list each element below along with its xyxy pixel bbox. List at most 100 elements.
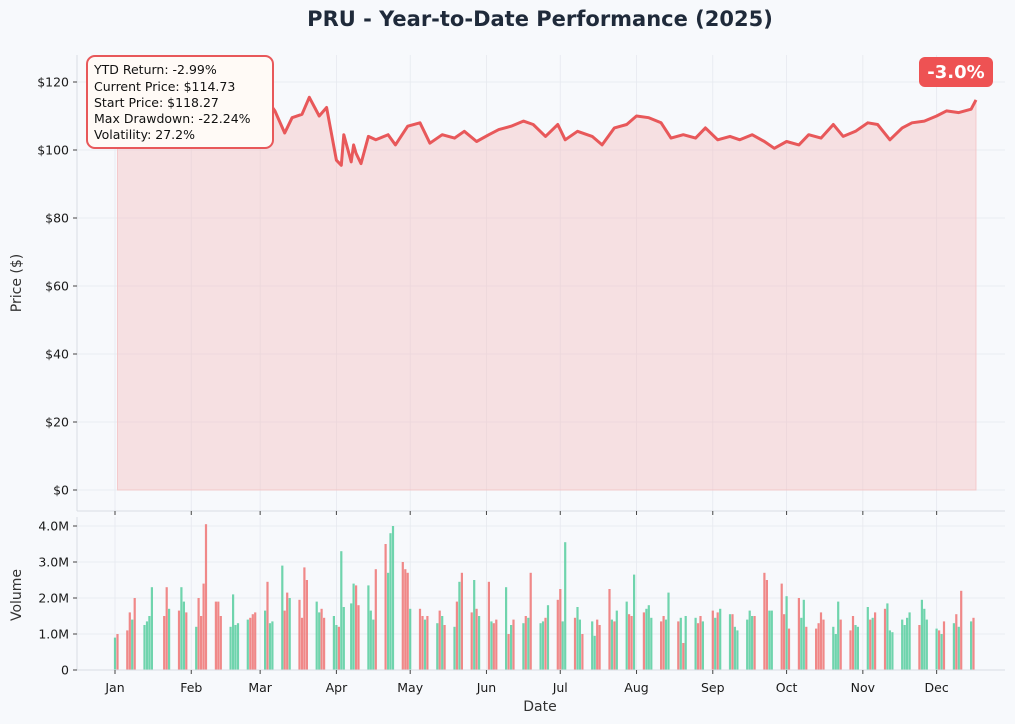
volume-bar	[369, 610, 372, 670]
volume-bar	[768, 610, 771, 670]
volume-bar	[854, 625, 857, 670]
volume-bar	[596, 619, 599, 670]
volume-bar	[315, 601, 318, 670]
volume-bar	[249, 617, 252, 670]
volume-bar	[332, 616, 335, 670]
volume-bar	[217, 601, 220, 670]
volume-bar	[126, 630, 129, 670]
volume-bar	[182, 601, 185, 670]
volume-bar	[642, 612, 645, 670]
volume-bar	[817, 623, 820, 670]
volume-bar	[510, 625, 513, 670]
volume-bar	[955, 614, 958, 670]
volume-y-tick-label: 2.0M	[38, 591, 69, 606]
volume-bar	[232, 594, 235, 670]
price-y-tick-label: $60	[45, 279, 69, 294]
volume-bar	[832, 626, 835, 670]
volume-bar	[822, 619, 825, 670]
price-y-tick-label: $80	[45, 211, 69, 226]
volume-bar	[770, 610, 773, 670]
volume-bar	[800, 617, 803, 670]
volume-bar	[148, 616, 151, 670]
volume-bar	[266, 581, 269, 670]
volume-bar	[938, 630, 941, 670]
volume-bar	[559, 589, 562, 670]
volume-bar	[869, 619, 872, 670]
stats-box-frame	[86, 55, 274, 149]
volume-y-ticks: 0 1.0M 2.0M 3.0M 4.0M	[38, 519, 77, 678]
volume-bar	[495, 619, 498, 670]
volume-bar	[573, 617, 577, 670]
chart-title: PRU - Year-to-Date Performance (2025)	[307, 7, 773, 31]
volume-y-tick-label: 4.0M	[38, 519, 69, 534]
volume-x-tick-label: Mar	[248, 680, 272, 695]
volume-bar	[337, 626, 340, 670]
volume-bar	[615, 610, 618, 670]
volume-bar	[492, 623, 495, 670]
volume-bar	[578, 619, 581, 670]
volume-bar	[952, 623, 955, 670]
volume-bar	[165, 587, 168, 670]
volume-bar	[214, 601, 217, 670]
volume-bar	[180, 587, 183, 670]
volume-bar	[460, 572, 463, 670]
volume-bar	[204, 524, 208, 670]
volume-bar	[268, 623, 272, 670]
volume-x-tick-label: May	[397, 680, 423, 695]
volume-bar	[372, 619, 375, 670]
volume-bar	[150, 587, 153, 670]
volume-bar	[423, 619, 427, 670]
volume-x-tick-label: Aug	[624, 680, 648, 695]
volume-bar	[660, 621, 663, 670]
return-badge: -3.0%	[919, 57, 993, 87]
volume-bar	[458, 581, 461, 670]
price-y-tick-label: $40	[45, 347, 69, 362]
volume-bar	[714, 617, 717, 670]
volume-bar	[908, 612, 911, 670]
volume-bar	[728, 614, 732, 670]
volume-bars	[113, 524, 975, 670]
stats-line-volatility: Volatility: 27.2%	[94, 127, 195, 142]
price-y-tick-label: $20	[45, 415, 69, 430]
price-y-ticks: $0 $20 $40 $60 $80 $100 $120	[37, 75, 77, 498]
volume-bar	[441, 616, 444, 670]
volume-bar	[564, 542, 567, 670]
volume-bar	[246, 619, 249, 670]
volume-bar	[667, 592, 670, 670]
stats-line-ytd-return: YTD Return: -2.99%	[93, 62, 217, 77]
volume-bar	[613, 621, 616, 670]
volume-bar	[143, 625, 146, 670]
volume-bar	[783, 614, 786, 670]
volume-bar	[355, 585, 358, 670]
volume-bar	[650, 617, 653, 670]
volume-bar	[682, 643, 685, 670]
volume-bar	[731, 614, 734, 670]
volume-bar	[849, 630, 852, 670]
volume-bar	[116, 634, 119, 670]
volume-bar	[131, 619, 134, 670]
volume-bar	[350, 603, 353, 670]
volume-panel: 0 1.0M 2.0M 3.0M 4.0M Jan Feb Mar Apr May Jun Jul A…	[9, 517, 1005, 715]
volume-bar	[546, 605, 550, 670]
volume-bar	[374, 569, 377, 670]
volume-bar	[630, 616, 633, 670]
volume-y-tick-label: 3.0M	[38, 555, 69, 570]
volume-bar	[453, 626, 456, 670]
volume-bar	[851, 616, 855, 670]
volume-bar	[168, 608, 171, 670]
volume-bar	[438, 610, 441, 670]
volume-bar	[679, 617, 682, 670]
volume-x-tick-label: Dec	[925, 680, 949, 695]
volume-bar	[940, 634, 943, 670]
price-x-ticks	[114, 511, 938, 515]
volume-bar	[342, 607, 345, 670]
volume-bar	[544, 617, 547, 670]
volume-y-axis-label: Volume	[9, 569, 25, 621]
volume-x-tick-label: Feb	[180, 680, 202, 695]
volume-bar	[264, 610, 267, 670]
volume-bar	[608, 589, 611, 670]
volume-bar	[581, 634, 584, 670]
volume-bar	[234, 625, 237, 670]
